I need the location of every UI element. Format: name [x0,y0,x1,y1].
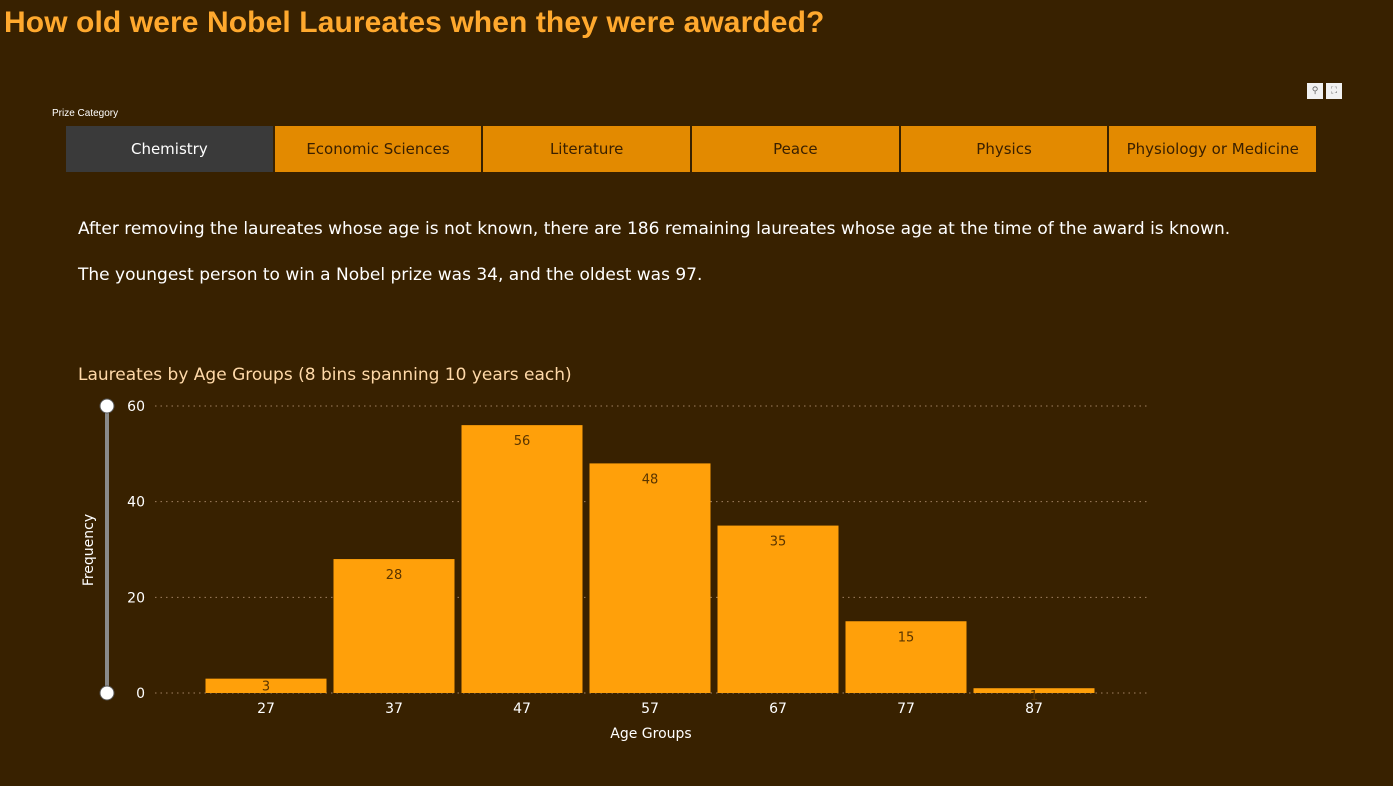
info-text-age-range: The youngest person to win a Nobel prize… [78,265,703,285]
bar[interactable] [333,559,455,693]
y-tick-label: 0 [136,686,145,702]
bar[interactable] [461,425,583,693]
prize-category-slicer: Chemistry Economic Sciences Literature P… [66,126,1317,172]
bar[interactable] [845,621,967,693]
slider-max-handle[interactable] [99,398,115,414]
visual-toolbar: ⚲ ⛶ [1307,83,1342,99]
bar-data-label: 15 [898,630,915,645]
bar-data-label: 35 [770,535,787,550]
slicer-item-peace[interactable]: Peace [692,126,899,172]
bar-data-label: 28 [386,568,403,583]
y-axis-label: Frequency [81,514,97,586]
x-axis-ticks: 27 37 47 57 67 77 87 [257,701,1043,717]
bar[interactable] [205,678,327,693]
chart-title: Laureates by Age Groups (8 bins spanning… [78,365,572,385]
x-tick-label: 67 [769,701,787,717]
slicer-item-physics[interactable]: Physics [900,126,1108,172]
x-tick-label: 87 [1025,701,1043,717]
x-tick-label: 37 [385,701,403,717]
x-tick-label: 57 [641,701,659,717]
bar[interactable] [717,525,839,693]
slicer-item-economic-sciences[interactable]: Economic Sciences [274,126,482,172]
slicer-item-physiology-or-medicine[interactable]: Physiology or Medicine [1109,126,1317,172]
x-tick-label: 77 [897,701,915,717]
y-range-slider[interactable] [99,398,115,701]
x-axis-label: Age Groups [610,726,691,742]
bar-data-label: 56 [514,434,531,449]
focus-mode-icon[interactable]: ⛶ [1326,83,1342,99]
bar-data-label: 3 [262,680,270,695]
bar-data-label: 1 [1030,689,1038,704]
bar[interactable] [973,688,1095,693]
slicer-item-literature[interactable]: Literature [483,126,691,172]
y-tick-label: 20 [127,590,145,606]
slicer-item-chemistry[interactable]: Chemistry [66,126,273,172]
y-tick-label: 40 [127,495,145,511]
slicer-label: Prize Category [52,108,119,119]
x-tick-label: 27 [257,701,275,717]
y-tick-label: 60 [127,399,145,415]
y-axis-ticks: 0 20 40 60 [127,399,145,702]
bar-data-label: 48 [642,472,659,487]
slider-min-handle[interactable] [99,685,115,701]
x-tick-label: 47 [513,701,531,717]
bar[interactable] [589,463,711,693]
info-text-removed-count: After removing the laureates whose age i… [78,219,1231,239]
bars-layer: 3 28 56 48 35 15 1 [205,425,1095,704]
page-title: How old were Nobel Laureates when they w… [4,6,825,39]
filter-icon[interactable]: ⚲ [1307,83,1323,99]
